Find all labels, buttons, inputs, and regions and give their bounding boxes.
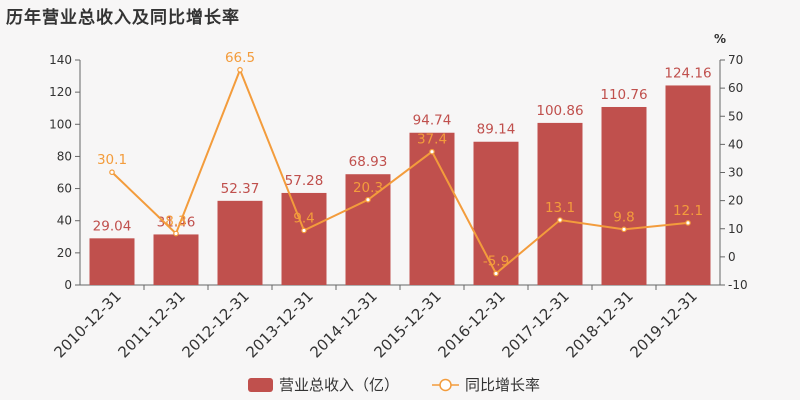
right-axis-tick-label: 10: [728, 222, 743, 236]
left-axis-tick-label: 120: [49, 85, 72, 99]
left-axis-tick-label: 40: [57, 214, 72, 228]
bar-value-label: 110.76: [600, 87, 647, 103]
bar-value-label: 89.14: [477, 122, 516, 138]
line-point: [493, 270, 499, 277]
line-point: [109, 169, 115, 176]
line-value-label: 66.5: [225, 50, 255, 66]
chart-title: 历年营业总收入及同比增长率: [6, 8, 240, 28]
line-value-label: -5.9: [483, 253, 509, 269]
line-point: [237, 67, 243, 73]
bar: [537, 122, 583, 286]
legend-bar-swatch: [248, 378, 273, 392]
left-axis-tick-label: 140: [49, 53, 72, 67]
x-axis-tick-label: 2016-12-31: [434, 287, 508, 361]
line-point: [429, 148, 435, 155]
x-axis-tick-label: 2015-12-31: [370, 287, 444, 361]
left-axis-tick-label: 80: [57, 149, 72, 163]
legend-line-marker: [439, 378, 452, 392]
line-point: [301, 227, 307, 234]
bar-value-label: 31.46: [157, 214, 196, 230]
left-axis-tick-label: 60: [57, 182, 72, 196]
bar: [345, 174, 391, 285]
line-value-label: 30.1: [97, 152, 127, 168]
left-axis-tick-label: 100: [49, 117, 72, 131]
line-value-label: 9.4: [293, 210, 314, 226]
x-axis-tick-label: 2011-12-31: [114, 287, 188, 361]
left-axis-tick-label: 0: [64, 278, 72, 292]
line-point: [365, 196, 371, 203]
legend-bar-label: 营业总收入（亿）: [279, 376, 399, 394]
line-value-label: 13.1: [545, 200, 575, 216]
left-axis-tick-label: 20: [57, 246, 72, 260]
x-axis-tick-label: 2013-12-31: [242, 287, 316, 361]
line-value-label: 8.3: [165, 214, 186, 230]
bar-value-label: 57.28: [285, 173, 324, 189]
growth-rate-line: [111, 67, 689, 276]
line-value-label: 12.1: [673, 203, 703, 219]
x-axis-tick-label: 2010-12-31: [50, 287, 124, 361]
right-axis-tick-label: 0: [728, 250, 736, 264]
x-axis-tick-label: 2012-12-31: [178, 287, 252, 361]
line-point: [685, 220, 691, 226]
right-axis-tick-label: 20: [728, 194, 743, 208]
line-value-label: 9.8: [613, 209, 634, 225]
bar-value-label: 29.04: [93, 218, 132, 234]
x-axis-tick-label: 2018-12-31: [562, 287, 636, 361]
x-axis-tick-label: 2017-12-31: [498, 287, 572, 361]
bar-value-label: 68.93: [349, 154, 388, 170]
bar: [281, 192, 327, 285]
bar: [217, 200, 263, 285]
legend-line-label: 同比增长率: [465, 376, 540, 394]
bar-value-label: 100.86: [536, 103, 583, 119]
right-axis-unit: %: [714, 32, 726, 46]
line-point: [173, 230, 179, 237]
line-point: [557, 217, 563, 223]
bar: [153, 234, 199, 285]
line-point: [621, 226, 627, 233]
right-axis-tick-label: 40: [728, 137, 743, 151]
bar: [601, 106, 647, 285]
x-axis-tick-label: 2019-12-31: [626, 287, 700, 361]
bar: [665, 85, 711, 285]
bar: [409, 132, 455, 285]
right-axis-tick-label: 70: [728, 53, 743, 67]
bar-value-label: 94.74: [413, 113, 452, 129]
right-axis-tick-label: 30: [728, 166, 743, 180]
right-axis-tick-label: -10: [728, 278, 748, 292]
x-axis-tick-label: 2014-12-31: [306, 287, 380, 361]
bar-value-label: 124.16: [664, 65, 711, 81]
right-axis-tick-label: 60: [728, 81, 743, 95]
right-axis-tick-label: 50: [728, 109, 743, 123]
bar-value-label: 52.37: [221, 181, 260, 197]
bar: [89, 238, 135, 285]
line-value-label: 20.3: [353, 180, 383, 196]
line-value-label: 37.4: [417, 132, 447, 148]
